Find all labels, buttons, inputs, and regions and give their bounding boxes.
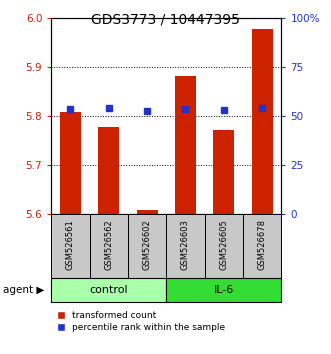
- Bar: [90, 214, 128, 278]
- Text: GSM526561: GSM526561: [66, 219, 75, 270]
- Text: agent ▶: agent ▶: [3, 285, 45, 295]
- Bar: [243, 214, 281, 278]
- Text: GSM526603: GSM526603: [181, 219, 190, 270]
- Bar: [166, 214, 205, 278]
- Text: GDS3773 / 10447395: GDS3773 / 10447395: [91, 12, 240, 27]
- Bar: [51, 214, 90, 278]
- Bar: [98, 127, 119, 214]
- Bar: [175, 76, 196, 214]
- Bar: [166, 278, 281, 302]
- Bar: [213, 130, 234, 214]
- Legend: transformed count, percentile rank within the sample: transformed count, percentile rank withi…: [56, 310, 227, 334]
- Bar: [137, 210, 158, 214]
- Text: GSM526678: GSM526678: [258, 219, 267, 270]
- Bar: [60, 112, 81, 214]
- Text: GSM526605: GSM526605: [219, 219, 228, 270]
- Bar: [128, 214, 166, 278]
- Text: GSM526562: GSM526562: [104, 219, 113, 270]
- Bar: [205, 214, 243, 278]
- Text: control: control: [89, 285, 128, 295]
- Text: GSM526602: GSM526602: [143, 219, 152, 270]
- Bar: [51, 278, 166, 302]
- Text: IL-6: IL-6: [214, 285, 234, 295]
- Bar: [252, 29, 273, 214]
